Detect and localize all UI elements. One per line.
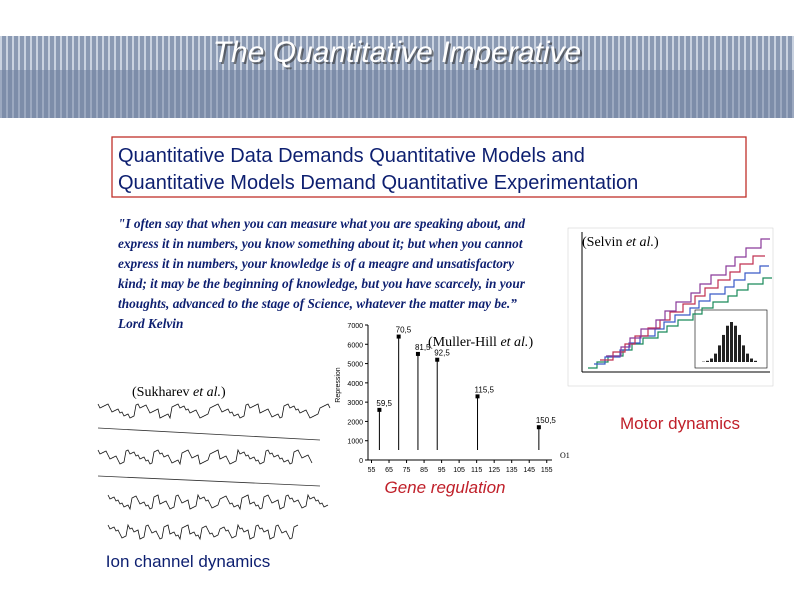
trace (606, 238, 770, 357)
gene-chart: 0 1000 2000 3000 4000 5000 6000 7000 55 65 75 85 95 1… (335, 323, 570, 474)
x-tick-label: 65 (385, 467, 393, 474)
quote-line: "I often say that when you can measure w… (118, 216, 525, 231)
x-tick-label: 135 (506, 467, 518, 474)
x-tick-label: 75 (403, 467, 411, 474)
x-tick-label: 145 (523, 467, 535, 474)
x-tick-label: 155 (541, 467, 553, 474)
title: The Quantitative Imperative (213, 36, 582, 69)
title-band-shade (0, 70, 794, 118)
quote-line: express it in numbers, you know somethin… (118, 236, 524, 251)
peak-label: 92,5 (434, 349, 450, 358)
y-tick-label: 5000 (347, 362, 363, 369)
point (475, 394, 480, 399)
y-tick-label: 4000 (347, 381, 363, 388)
divider (97, 427, 321, 441)
caption: Motor dynamics (620, 414, 740, 433)
quote-line: kind; it may be the beginning of knowled… (118, 276, 526, 291)
title-shadow: The Quantitative Imperative (215, 38, 584, 71)
inset-bar (722, 334, 725, 362)
y-tick-label: 2000 (347, 419, 363, 426)
motor-figure (567, 227, 774, 387)
ion-figure (97, 403, 331, 541)
x-tick-label: 115 (471, 467, 482, 474)
headline-line: Quantitative Data Demands Quantitative M… (118, 145, 585, 167)
citation: (Sukharev et al.) (132, 385, 226, 400)
headline-line: Quantitative Models Demand Quantitative … (118, 172, 638, 194)
inset-bar (710, 358, 713, 362)
trace (107, 493, 329, 511)
y-tick-label: 1000 (347, 439, 363, 446)
quote-attribution: Lord Kelvin (117, 316, 183, 331)
trace (107, 523, 299, 541)
inset-bar (746, 353, 749, 362)
point (536, 425, 541, 430)
quote-line: express it in numbers, your knowledge is… (118, 256, 514, 271)
trace (97, 448, 313, 466)
y-tick-label: 6000 (347, 342, 363, 349)
x-tick-label: 85 (420, 467, 428, 474)
inset-bar (718, 345, 721, 362)
y-tick-label: 3000 (347, 400, 363, 407)
peak-label: 59,5 (376, 399, 392, 408)
inset-bar (730, 322, 733, 362)
citation: (Selvin et al.) (582, 235, 659, 250)
y-tick-label: 7000 (347, 323, 363, 330)
trace (97, 403, 331, 420)
inset-bar (706, 360, 709, 362)
quote: "I often say that when you can measure w… (117, 216, 526, 331)
x-tick-label: 105 (453, 467, 465, 474)
x-tick-label: 125 (488, 467, 500, 474)
inset-bar (742, 345, 745, 362)
citation: (Muller-Hill et al.) (428, 335, 533, 350)
inset-bar (734, 325, 737, 362)
caption: Ion channel dynamics (106, 552, 270, 571)
peak-label: 81,5 (415, 343, 431, 352)
x-tick-label: 55 (368, 467, 376, 474)
point (377, 407, 382, 412)
inset-bar (754, 360, 757, 362)
inset-bar (714, 353, 717, 362)
operator-label: O1 (560, 451, 570, 460)
point (435, 357, 440, 362)
y-axis-label: Repression (335, 367, 342, 403)
headline-box (111, 136, 747, 198)
quote-line: thoughts, advanced to the stage of Scien… (118, 296, 517, 311)
peak-label: 115,5 (475, 385, 495, 394)
divider (97, 475, 321, 487)
inset-bar (726, 325, 729, 362)
y-tick-label: 0 (359, 458, 363, 465)
inset-bar (738, 334, 741, 362)
point (415, 351, 420, 356)
peak-label: 150,5 (536, 416, 557, 425)
peak-label: 70,5 (396, 326, 412, 335)
caption: Gene regulation (385, 478, 506, 497)
trace (594, 265, 769, 365)
trace (588, 277, 772, 369)
inset-bar (750, 358, 753, 362)
point (396, 334, 401, 339)
x-tick-label: 95 (438, 467, 446, 474)
